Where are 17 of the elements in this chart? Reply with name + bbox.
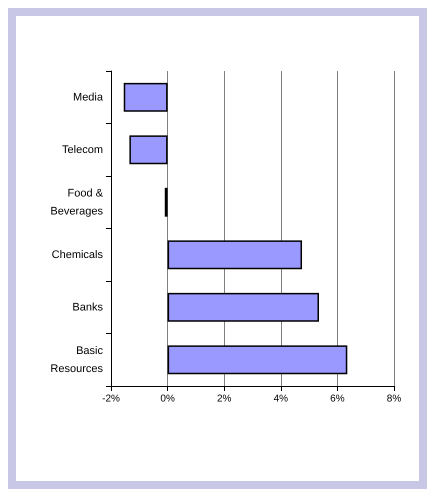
bar <box>168 240 302 270</box>
y-tick-label: Telecom <box>62 144 103 156</box>
y-tick-label: Food & Beverages <box>50 187 104 218</box>
x-tick-label: 6% <box>330 394 345 404</box>
x-tick-label: 2% <box>216 394 232 404</box>
y-tick-label: Media <box>73 91 104 104</box>
bar <box>124 82 168 112</box>
bar <box>168 292 320 322</box>
x-tick-label: 8% <box>386 394 402 404</box>
x-tick-label: 4% <box>274 394 288 404</box>
bar <box>129 135 168 164</box>
y-tick-label: Chemicals <box>52 248 104 261</box>
x-tick-label: 0% <box>160 394 175 404</box>
y-tick-label: Basic Resources <box>50 344 104 375</box>
x-tick-label: -2% <box>102 394 120 404</box>
y-tick-label: Banks <box>72 301 104 314</box>
bar <box>168 345 348 374</box>
